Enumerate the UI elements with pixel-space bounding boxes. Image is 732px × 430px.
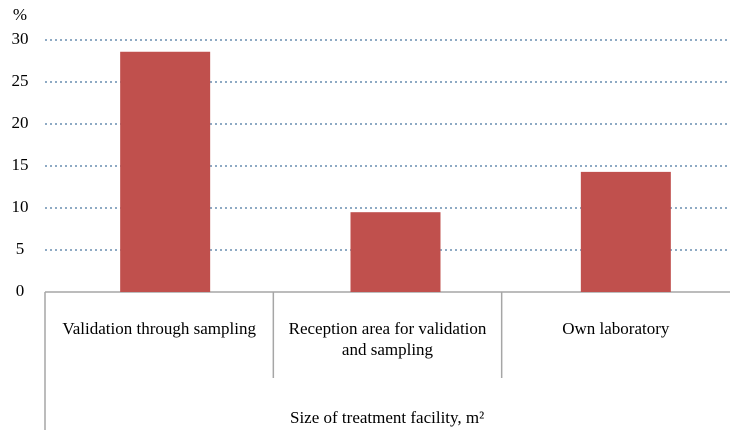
x-tick-label: Own laboratory bbox=[562, 319, 670, 338]
bar bbox=[120, 51, 211, 293]
y-tick-label: 5 bbox=[16, 239, 25, 258]
bar bbox=[580, 171, 671, 292]
y-tick-label: 15 bbox=[12, 155, 29, 174]
x-tick-label: Reception area for validation and sampli… bbox=[288, 319, 487, 359]
y-tick-label: 25 bbox=[12, 71, 29, 90]
y-axis-label: % bbox=[13, 5, 27, 24]
y-tick-label: 10 bbox=[12, 197, 29, 216]
x-tick-label: Validation through sampling bbox=[62, 319, 256, 338]
y-tick-label: 20 bbox=[12, 113, 29, 132]
y-tick-label: 30 bbox=[12, 29, 29, 48]
x-axis-label: Size of treatment facility, m² bbox=[290, 408, 485, 427]
bar bbox=[350, 212, 441, 292]
y-tick-label: 0 bbox=[16, 281, 25, 300]
